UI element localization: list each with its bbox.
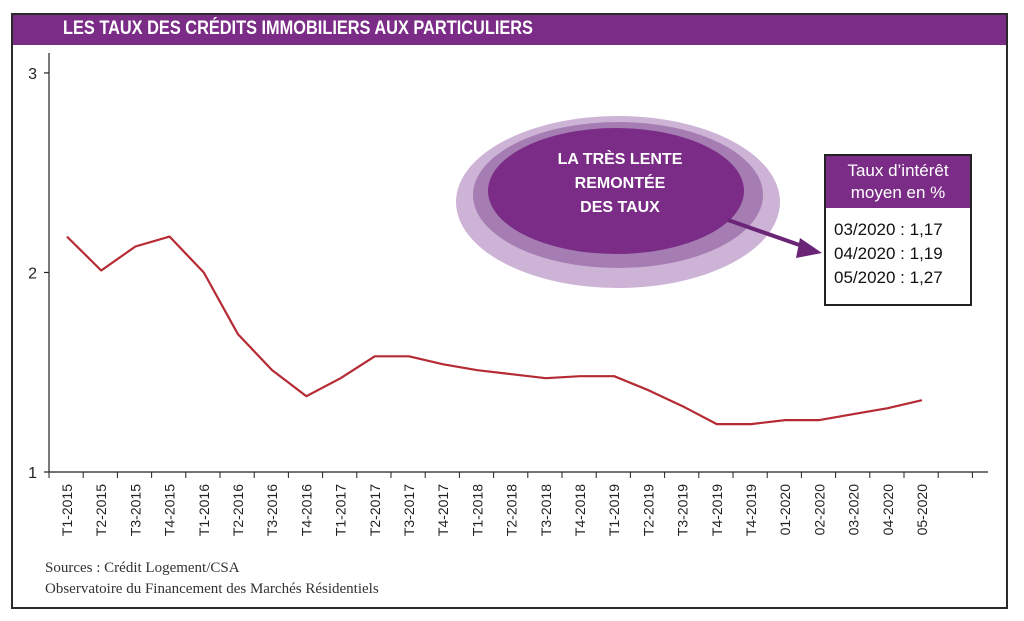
series-layer [66, 235, 923, 426]
x-tick-label: T3-2017 [401, 484, 417, 536]
series-line [66, 235, 923, 426]
x-tick-label: T3-2016 [264, 484, 280, 536]
x-tick-label: T1-2019 [606, 484, 622, 536]
x-tick-label: T4-2017 [435, 484, 451, 536]
x-tick-label: T1-2018 [469, 484, 485, 536]
chart-title: LES TAUX DES CRÉDITS IMMOBILIERS AUX PAR… [63, 18, 533, 39]
callout-bubble [456, 116, 822, 288]
chart-frame [11, 13, 1008, 609]
rate-value: 05/2020 : 1,27 [834, 268, 943, 287]
x-tick-label: T2-2016 [230, 484, 246, 536]
x-tick-label: T4-2019 [743, 484, 759, 536]
source-line-2: Observatoire du Financement des Marchés … [45, 581, 379, 597]
x-tick-label: T1-2016 [196, 484, 212, 536]
x-tick-label: T2-2017 [367, 484, 383, 536]
x-tick-label: T3-2019 [675, 484, 691, 536]
x-tick-label: T1-2017 [333, 484, 349, 536]
rate-box-header-line: Taux d’intérêt [847, 161, 949, 180]
y-tick-label: 1 [28, 465, 37, 482]
y-tick-label: 3 [28, 66, 37, 83]
x-tick-label: 03-2020 [846, 484, 862, 536]
rate-value: 04/2020 : 1,19 [834, 244, 943, 263]
chart-axes [48, 53, 988, 473]
rate-box-values: 03/2020 : 1,17 04/2020 : 1,19 05/2020 : … [824, 208, 972, 306]
x-tick-label: T4-2018 [572, 484, 588, 536]
callout-line: DES TAUX [580, 199, 660, 216]
x-tick-label: T3-2015 [127, 484, 143, 536]
x-tick-label: 01-2020 [777, 484, 793, 536]
x-tick-label: T1-2015 [59, 484, 75, 536]
x-tick-label: T2-2019 [640, 484, 656, 536]
x-tick-label: T4-2015 [162, 484, 178, 536]
callout-line: LA TRÈS LENTE [557, 151, 683, 168]
x-tick-label: T4-2016 [298, 484, 314, 536]
rate-box-header: Taux d’intérêt moyen en % [824, 154, 972, 210]
y-axis-ticks: 1 2 3 [28, 66, 49, 482]
rate-value: 03/2020 : 1,17 [834, 220, 943, 239]
x-axis-ticks: T1-2015 T2-2015 T3-2015 T4-2015 T1-2016 T2-20… [48, 472, 973, 536]
x-tick-label: T3-2018 [538, 484, 554, 536]
x-tick-label: 02-2020 [811, 484, 827, 536]
x-tick-label: T2-2015 [93, 484, 109, 536]
callout-bubble-text: LA TRÈS LENTE REMONTÉE DES TAUX [520, 148, 720, 220]
x-tick-label: T2-2018 [504, 484, 520, 536]
callout-line: REMONTÉE [574, 175, 666, 192]
rate-box-header-line: moyen en % [850, 183, 946, 202]
source-line-1: Sources : Crédit Logement/CSA [45, 560, 240, 576]
x-tick-label: 04-2020 [880, 484, 896, 536]
x-tick-label: T4-2019 [709, 484, 725, 536]
y-tick-label: 2 [28, 265, 37, 282]
title-banner [13, 15, 1006, 45]
x-tick-label: 05-2020 [914, 484, 930, 536]
